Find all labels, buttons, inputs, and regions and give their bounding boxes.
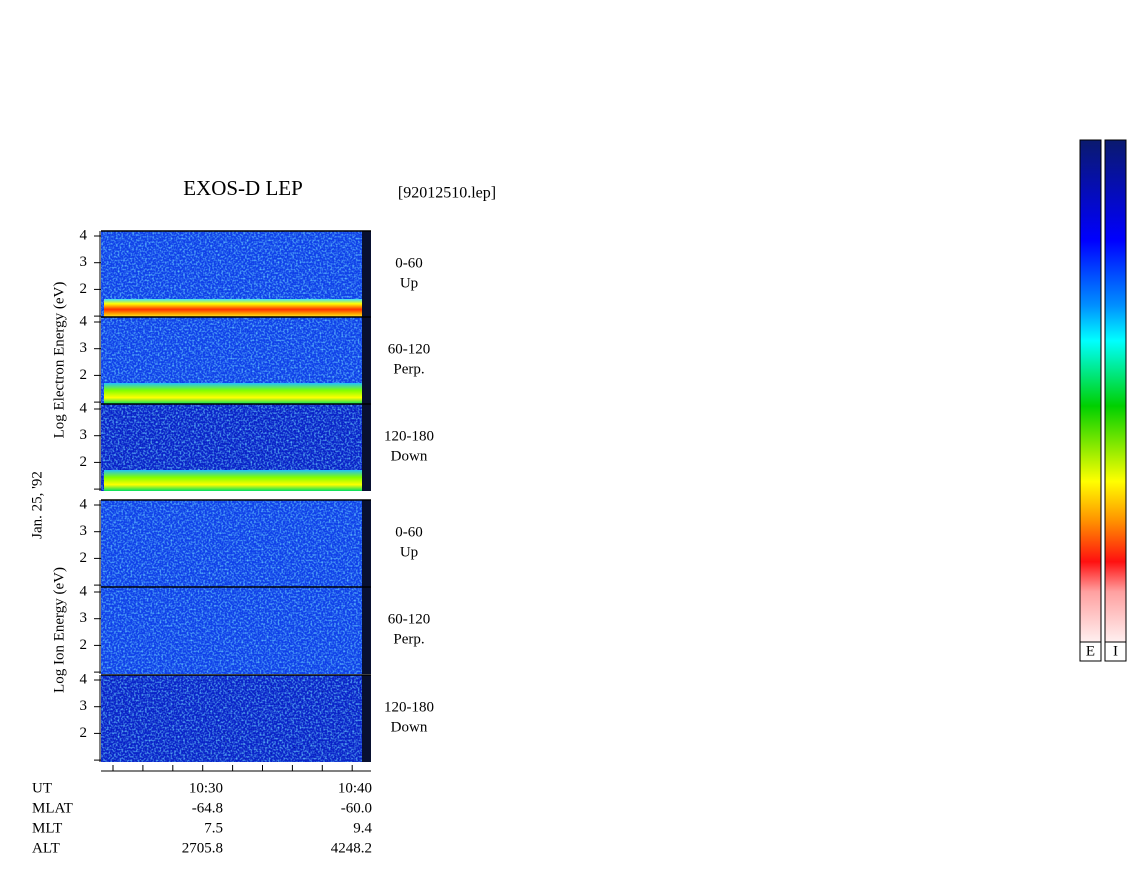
y-tick-label: 4 <box>80 671 88 687</box>
row-label: MLAT <box>32 800 73 816</box>
direction-label: Down <box>391 719 428 735</box>
data-gap-strip <box>362 675 371 762</box>
pitch-angle-label: 0-60 <box>395 524 423 540</box>
row-label: UT <box>32 780 52 796</box>
colorbar-label-box <box>1104 641 1127 662</box>
y-tick-label: 2 <box>80 637 88 653</box>
y-tick-label: 2 <box>80 725 88 741</box>
colorbar-label: I <box>1113 643 1118 659</box>
row-value: 9.4 <box>353 820 372 836</box>
row-value: 2705.8 <box>182 840 223 856</box>
pitch-angle-label: 60-120 <box>388 611 431 627</box>
y-tick-label: 3 <box>80 427 88 443</box>
spectrogram-dropouts <box>101 675 362 762</box>
y-tick-label: 2 <box>80 550 88 566</box>
row-label: ALT <box>32 840 60 856</box>
y-tick-label: 3 <box>80 254 88 270</box>
y-tick-label: 3 <box>80 698 88 714</box>
ephemeris-table: UT 10:30 10:40 MLAT -64.8 -60.0 MLT 7.5 9.4 ALT 27… <box>32 780 373 856</box>
data-gap-strip <box>362 404 371 491</box>
y-tick-label: 4 <box>80 313 88 329</box>
colorbar <box>1104 139 1127 643</box>
direction-label: Perp. <box>393 631 424 647</box>
y-tick-label: 4 <box>80 227 88 243</box>
direction-label: Up <box>400 275 418 291</box>
y-tick-label: 3 <box>80 340 88 356</box>
y-tick-label: 2 <box>80 367 88 383</box>
data-gap-strip <box>362 231 371 318</box>
colorbar <box>1079 139 1102 643</box>
panels: 2 3 4 0-60 Up 2 3 4 60-120 Perp. 2 3 4 120-180 Down 2 3 4… <box>80 227 434 762</box>
y-tick-label: 2 <box>80 281 88 297</box>
colorbar-label: E <box>1086 643 1095 659</box>
pitch-angle-label: 0-60 <box>395 255 423 271</box>
low-energy-band <box>104 383 362 404</box>
time-axis <box>101 765 371 772</box>
pitch-angle-label: 120-180 <box>384 428 434 444</box>
y-tick-label: 4 <box>80 400 88 416</box>
row-value: 10:30 <box>189 780 223 796</box>
y-tick-label: 3 <box>80 610 88 626</box>
low-energy-band <box>104 470 362 491</box>
file-name: [92012510.lep] <box>398 185 496 202</box>
row-value: 4248.2 <box>331 840 372 856</box>
title: EXOS-D LEP <box>183 176 303 200</box>
electron-axis-label: Log Electron Energy (eV) <box>51 282 67 439</box>
low-energy-band <box>104 299 362 318</box>
data-gap-strip <box>362 317 371 404</box>
pitch-angle-label: 60-120 <box>388 341 431 357</box>
spectrogram-noise <box>101 500 362 587</box>
data-gap-strip <box>362 500 371 587</box>
direction-label: Down <box>391 448 428 464</box>
row-value: 10:40 <box>338 780 372 796</box>
row-value: -64.8 <box>192 800 223 816</box>
y-tick-label: 4 <box>80 496 88 512</box>
y-tick-label: 4 <box>80 583 88 599</box>
row-value: 7.5 <box>204 820 223 836</box>
data-gap-strip <box>362 587 371 674</box>
pitch-angle-label: 120-180 <box>384 699 434 715</box>
row-value: -60.0 <box>341 800 372 816</box>
y-tick-label: 3 <box>80 523 88 539</box>
direction-label: Up <box>400 544 418 560</box>
ion-axis-label: Log Ion Energy (eV) <box>51 567 67 693</box>
date-label: Jan. 25, '92 <box>29 471 45 539</box>
spectrogram-noise <box>101 587 362 674</box>
direction-label: Perp. <box>393 361 424 377</box>
colorbar-label-box <box>1079 641 1102 662</box>
row-label: MLT <box>32 820 62 836</box>
y-tick-label: 2 <box>80 454 88 470</box>
